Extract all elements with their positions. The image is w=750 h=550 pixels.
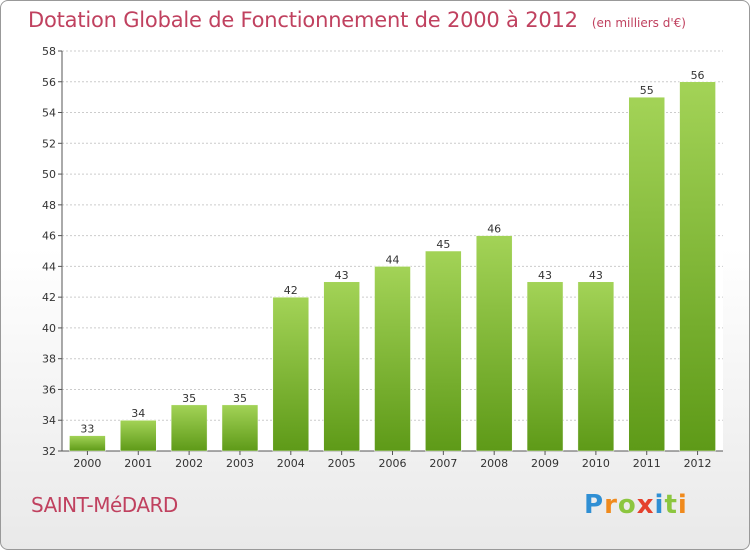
y-tick-label: 36 (42, 383, 56, 396)
data-label: 46 (487, 223, 501, 236)
bar (628, 96, 665, 452)
data-label: 44 (386, 253, 400, 266)
logo-letter: i (677, 490, 688, 520)
y-tick-label: 52 (42, 137, 56, 150)
y-tick-label: 40 (42, 322, 56, 335)
logo-letter: o (617, 490, 637, 520)
data-label: 34 (131, 407, 145, 420)
commune-name: SAINT-MéDARD (31, 493, 178, 517)
y-tick-label: 50 (42, 168, 56, 181)
data-label: 56 (691, 69, 705, 82)
x-tick-label: 2008 (480, 457, 508, 470)
data-label: 55 (640, 84, 654, 97)
y-tick-label: 42 (42, 291, 56, 304)
x-tick-label: 2006 (379, 457, 407, 470)
data-label: 43 (589, 269, 603, 282)
title-row: Dotation Globale de Fonctionnement de 20… (28, 8, 686, 32)
data-label: 43 (538, 269, 552, 282)
x-tick-label: 2005 (328, 457, 356, 470)
bar (425, 250, 462, 452)
x-tick-label: 2002 (175, 457, 203, 470)
proxiti-logo[interactable]: Proxiti (584, 490, 688, 520)
y-tick-label: 46 (42, 230, 56, 243)
data-label: 45 (436, 238, 450, 251)
chart-title: Dotation Globale de Fonctionnement de 20… (28, 8, 578, 32)
y-tick-label: 58 (42, 45, 56, 58)
x-tick-label: 2000 (73, 457, 101, 470)
bar (679, 81, 716, 452)
x-tick-label: 2012 (684, 457, 712, 470)
logo-letter: r (604, 490, 618, 520)
data-label: 35 (233, 392, 247, 405)
logo-letter: t (664, 490, 678, 520)
bar (374, 266, 411, 452)
bar (221, 404, 259, 452)
data-label: 43 (335, 269, 349, 282)
x-tick-label: 2011 (633, 457, 661, 470)
bar (69, 435, 106, 452)
logo-letter: x (636, 490, 655, 520)
data-label: 42 (284, 284, 298, 297)
chart-unit-label: (en milliers d'€) (591, 16, 686, 30)
bar (526, 281, 564, 452)
bar (323, 281, 360, 452)
data-label: 33 (80, 423, 94, 436)
x-tick-label: 2001 (124, 457, 152, 470)
y-tick-label: 38 (42, 353, 56, 366)
y-tick-label: 48 (42, 199, 56, 212)
data-label: 35 (182, 392, 196, 405)
x-tick-label: 2004 (277, 457, 305, 470)
x-tick-label: 2007 (429, 457, 457, 470)
bar (170, 404, 208, 452)
logo-letter: P (584, 490, 605, 520)
y-tick-label: 44 (42, 260, 56, 273)
y-tick-label: 34 (42, 414, 56, 427)
y-tick-label: 56 (42, 76, 56, 89)
y-tick-label: 32 (42, 445, 56, 458)
bar (577, 281, 615, 452)
x-tick-label: 2003 (226, 457, 254, 470)
bar (475, 235, 513, 452)
x-tick-label: 2010 (582, 457, 610, 470)
x-tick-label: 2009 (531, 457, 559, 470)
logo-letter: i (654, 490, 665, 520)
y-tick-label: 54 (42, 107, 56, 120)
bar (120, 419, 157, 452)
bar (272, 296, 310, 452)
